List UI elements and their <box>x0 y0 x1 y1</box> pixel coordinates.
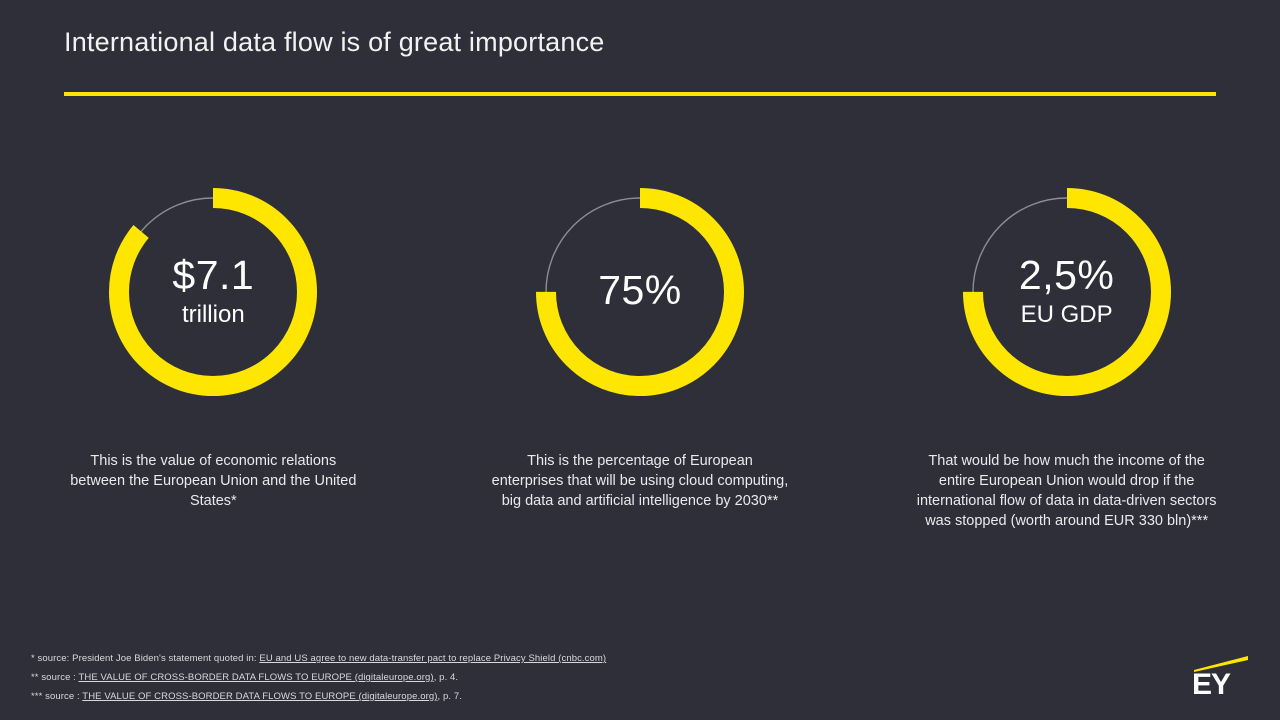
stat-caption-1: This is the value of economic relations … <box>70 453 357 509</box>
ey-logo: EY <box>1186 654 1248 702</box>
stats-row: $7.1 trillion This is the value of econo… <box>0 175 1280 531</box>
ey-beam-icon <box>1194 656 1248 672</box>
donut-chart-1: $7.1 trillion <box>96 175 330 409</box>
donut-svg-3 <box>962 188 1171 396</box>
stat-card-2: 75% This is the percentage of European e… <box>439 175 841 511</box>
title-accent-rule <box>64 92 1216 96</box>
footnote-2: ** source : THE VALUE OF CROSS-BORDER DA… <box>31 668 1131 687</box>
stat-card-3: 2,5% EU GDP That would be how much the i… <box>866 175 1268 531</box>
footnote-3: *** source : THE VALUE OF CROSS-BORDER D… <box>31 687 1131 706</box>
footnote-2-link[interactable]: THE VALUE OF CROSS-BORDER DATA FLOWS TO … <box>78 672 434 683</box>
donut-chart-2: 75% <box>523 175 757 409</box>
donut-arc-2 <box>535 188 744 396</box>
footnote-1: * source: President Joe Biden's statemen… <box>31 649 1131 668</box>
donut-svg-1 <box>109 188 318 396</box>
donut-chart-3: 2,5% EU GDP <box>950 175 1184 409</box>
stat-caption-2: This is the percentage of European enter… <box>491 453 789 509</box>
donut-arc-1 <box>109 188 318 396</box>
footnote-list: * source: President Joe Biden's statemen… <box>31 649 1131 706</box>
footnote-1-prefix: * source: President Joe Biden's statemen… <box>31 653 260 664</box>
footnote-3-link[interactable]: THE VALUE OF CROSS-BORDER DATA FLOWS TO … <box>82 691 438 702</box>
donut-arc-3 <box>962 188 1171 396</box>
footnote-1-link[interactable]: EU and US agree to new data-transfer pac… <box>259 653 607 664</box>
footnote-3-prefix: *** source : <box>31 691 83 702</box>
footnote-3-suffix: , p. 7. <box>437 691 462 702</box>
footnote-2-prefix: ** source : <box>31 672 79 683</box>
stat-caption-3: That would be how much the income of the… <box>916 453 1217 529</box>
page-title: International data flow is of great impo… <box>64 27 605 57</box>
ey-logo-text: EY <box>1192 668 1231 701</box>
footnote-2-suffix: , p. 4. <box>433 672 459 683</box>
donut-svg-2 <box>535 188 744 396</box>
stat-card-1: $7.1 trillion This is the value of econo… <box>12 175 414 511</box>
